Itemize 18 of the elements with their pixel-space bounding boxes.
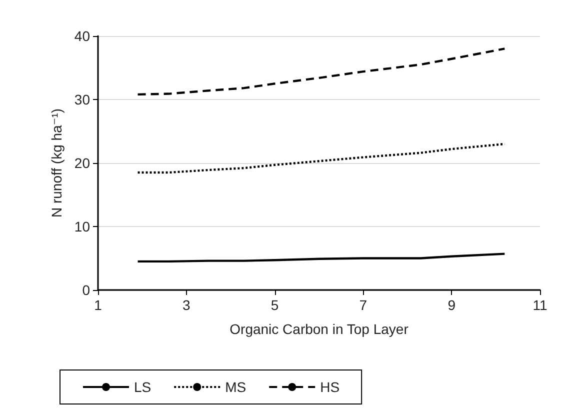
line-series [136, 48, 506, 96]
legend-label: HS [320, 379, 340, 395]
legend-label: MS [225, 379, 246, 395]
y-tick-label: 30 [74, 92, 90, 108]
x-axis-title: Organic Carbon in Top Layer [230, 321, 409, 337]
y-tick-label: 20 [74, 155, 90, 171]
y-tick-label: 40 [74, 28, 90, 44]
x-tick-label: 3 [182, 297, 190, 313]
line-series [136, 252, 506, 263]
legend-label: LS [134, 379, 152, 395]
y-tick-label: 10 [74, 218, 90, 234]
x-tick-label: 11 [532, 297, 548, 313]
x-tick-label: 5 [270, 297, 279, 313]
y-tick-label: 0 [82, 282, 90, 298]
x-tick-label: 7 [359, 297, 368, 313]
x-tick-label: 9 [448, 297, 456, 313]
x-tick-label: 1 [94, 297, 102, 313]
y-axis-title: N runoff (kg ha⁻¹) [48, 108, 65, 218]
